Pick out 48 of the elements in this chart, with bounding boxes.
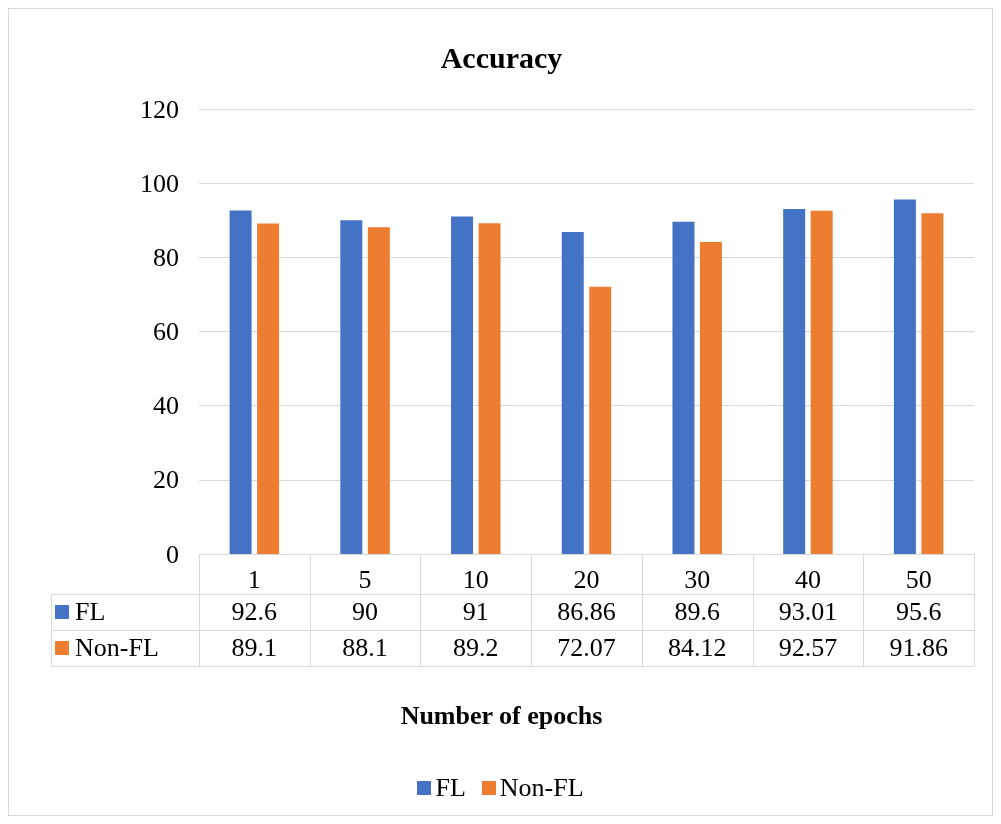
x-tick-label: 40	[794, 564, 821, 594]
data-label: 95.6	[894, 596, 943, 628]
legend-label: Non-FL	[75, 633, 159, 663]
chart-title: Accuracy	[440, 40, 563, 74]
y-tick-label: 60	[153, 317, 179, 346]
x-tick-label: 30	[684, 564, 711, 594]
x-tick-label: 10	[462, 564, 489, 594]
data-label: 89.1	[230, 632, 279, 664]
text: Non-FL	[499, 773, 584, 802]
bar	[340, 220, 363, 554]
bar	[229, 210, 252, 554]
data-label: 92.6	[230, 596, 279, 628]
data-label: 93.01	[777, 596, 839, 628]
y-tick-label: 40	[153, 391, 179, 421]
bar	[672, 221, 695, 554]
x-tick-label: 1	[247, 564, 261, 594]
x-tick-label: 20	[573, 564, 600, 594]
data-label: 90	[351, 596, 380, 628]
bar	[561, 231, 584, 554]
y-tick-label: 100	[140, 168, 179, 198]
data-label: 84.12	[666, 632, 728, 664]
bar	[921, 213, 944, 554]
bar	[451, 216, 474, 554]
bar	[478, 223, 501, 554]
y-tick-label: 120	[140, 94, 179, 124]
data-label: 91.86	[888, 632, 949, 664]
text: FL	[435, 773, 466, 802]
data-label: 86.86	[556, 596, 617, 628]
x-axis-title: Number of epochs	[400, 700, 603, 730]
legend-label: FL	[75, 597, 106, 627]
y-tick-label: 0	[166, 539, 179, 569]
data-label: 89.2	[452, 632, 500, 664]
y-tick-label: 80	[153, 242, 179, 272]
bar	[783, 209, 806, 554]
data-label: 92.57	[777, 632, 839, 664]
bar	[367, 227, 390, 554]
bar	[257, 223, 280, 554]
x-tick-label: 50	[905, 564, 932, 594]
bar	[810, 210, 833, 554]
bar	[893, 199, 916, 554]
bar	[699, 242, 722, 554]
data-label: 91	[461, 596, 490, 628]
x-tick-label: 5	[358, 564, 372, 594]
bar	[589, 286, 612, 554]
y-tick-label: 20	[153, 465, 179, 495]
data-label: 72.07	[556, 632, 617, 664]
data-label: 89.6	[673, 596, 721, 628]
data-label: 88.1	[341, 632, 389, 664]
